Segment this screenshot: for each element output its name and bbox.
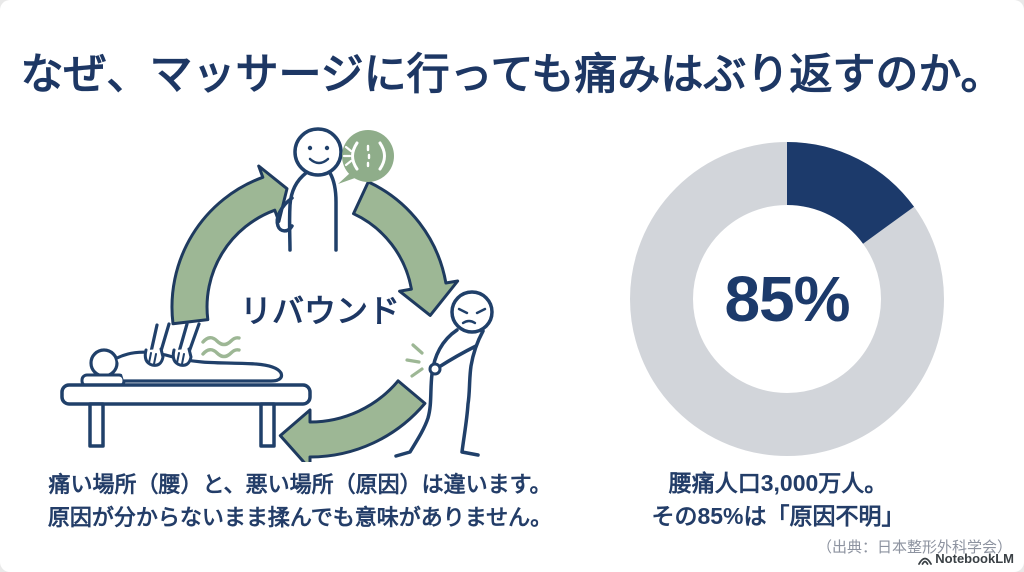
pain-burst-icon	[405, 343, 424, 378]
massage-table-scene-illustration	[60, 322, 312, 448]
therapist-hands-icon	[143, 322, 201, 367]
donut-chart: 85%	[630, 142, 944, 456]
donut-chart-svg	[630, 142, 944, 456]
cycle-caption-line2: 原因が分からないまま揉んでも意味がありません。	[47, 505, 553, 530]
donut-center-label: 85%	[724, 263, 850, 335]
donut-caption: 腰痛人口3,000万人。 その85%は「原因不明」	[588, 467, 968, 533]
cycle-center-label: リバウンド	[239, 293, 400, 329]
watermark: NotebookLM	[918, 551, 1014, 566]
cycle-arrow-up-icon	[170, 164, 289, 326]
donut-caption-line1: 腰痛人口3,000万人。	[668, 470, 888, 496]
cycle-arrow-left-icon	[278, 379, 427, 462]
back-pain-person-illustration	[394, 290, 494, 458]
donut-caption-line2: その85%は「原因不明」	[651, 503, 905, 529]
notebooklm-logo-icon	[918, 557, 933, 565]
rebound-cycle-diagram	[60, 127, 494, 462]
relief-speech-bubble-icon	[338, 130, 394, 184]
relax-waves-icon	[201, 336, 241, 359]
donut-segment	[630, 142, 944, 456]
cycle-caption-line1: 痛い場所（腰）と、悪い場所（原因）は違います。	[48, 472, 552, 497]
cycle-caption: 痛い場所（腰）と、悪い場所（原因）は違います。 原因が分からないまま揉んでも意味…	[20, 468, 580, 534]
source-note: （出典：日本整形外科学会）	[816, 539, 1012, 556]
cycle-arrows	[170, 164, 460, 462]
relieved-person-illustration	[275, 127, 343, 252]
cycle-arrow-down-icon	[352, 180, 460, 317]
watermark-text: NotebookLM	[935, 551, 1014, 566]
slide-title: なぜ、マッサージに行っても痛みはぶり返すのか。	[20, 51, 1004, 99]
